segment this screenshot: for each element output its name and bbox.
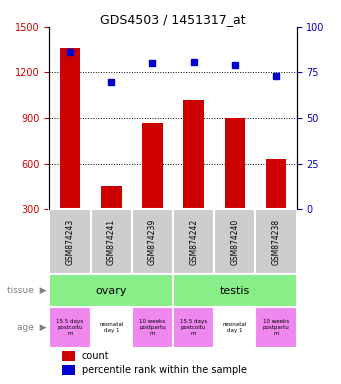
- Text: percentile rank within the sample: percentile rank within the sample: [81, 365, 247, 375]
- Bar: [183, 100, 204, 209]
- Text: GSM874242: GSM874242: [189, 219, 198, 265]
- Text: GSM874243: GSM874243: [65, 218, 75, 265]
- Text: GSM874238: GSM874238: [271, 219, 281, 265]
- Text: tissue  ▶: tissue ▶: [8, 286, 47, 295]
- FancyBboxPatch shape: [173, 307, 214, 348]
- FancyBboxPatch shape: [173, 209, 214, 274]
- Text: 15.5 days
postcoitu
m: 15.5 days postcoitu m: [180, 319, 207, 336]
- Title: GDS4503 / 1451317_at: GDS4503 / 1451317_at: [100, 13, 246, 26]
- Bar: [225, 118, 245, 209]
- FancyBboxPatch shape: [132, 307, 173, 348]
- Text: testis: testis: [220, 286, 250, 296]
- FancyBboxPatch shape: [214, 209, 255, 274]
- Text: GSM874240: GSM874240: [231, 218, 239, 265]
- Bar: [142, 122, 163, 209]
- Bar: [62, 365, 75, 375]
- FancyBboxPatch shape: [91, 209, 132, 274]
- Text: age  ▶: age ▶: [17, 323, 47, 332]
- Text: count: count: [81, 351, 109, 361]
- FancyBboxPatch shape: [255, 307, 297, 348]
- Text: GSM874239: GSM874239: [148, 218, 157, 265]
- Text: 10 weeks
postpartu
m: 10 weeks postpartu m: [139, 319, 166, 336]
- FancyBboxPatch shape: [255, 209, 297, 274]
- Text: 15.5 days
postcoitu
m: 15.5 days postcoitu m: [57, 319, 84, 336]
- Text: 10 weeks
postpartu
m: 10 weeks postpartu m: [263, 319, 290, 336]
- FancyBboxPatch shape: [49, 307, 91, 348]
- Bar: [62, 351, 75, 361]
- FancyBboxPatch shape: [49, 209, 91, 274]
- Bar: [60, 48, 80, 209]
- FancyBboxPatch shape: [49, 274, 173, 307]
- FancyBboxPatch shape: [132, 209, 173, 274]
- FancyBboxPatch shape: [91, 307, 132, 348]
- FancyBboxPatch shape: [173, 274, 297, 307]
- Text: ovary: ovary: [95, 286, 127, 296]
- Bar: [101, 186, 121, 209]
- Text: GSM874241: GSM874241: [107, 219, 116, 265]
- FancyBboxPatch shape: [214, 307, 255, 348]
- Text: neonatal
day 1: neonatal day 1: [99, 322, 123, 333]
- Bar: [266, 159, 286, 209]
- Text: neonatal
day 1: neonatal day 1: [223, 322, 247, 333]
